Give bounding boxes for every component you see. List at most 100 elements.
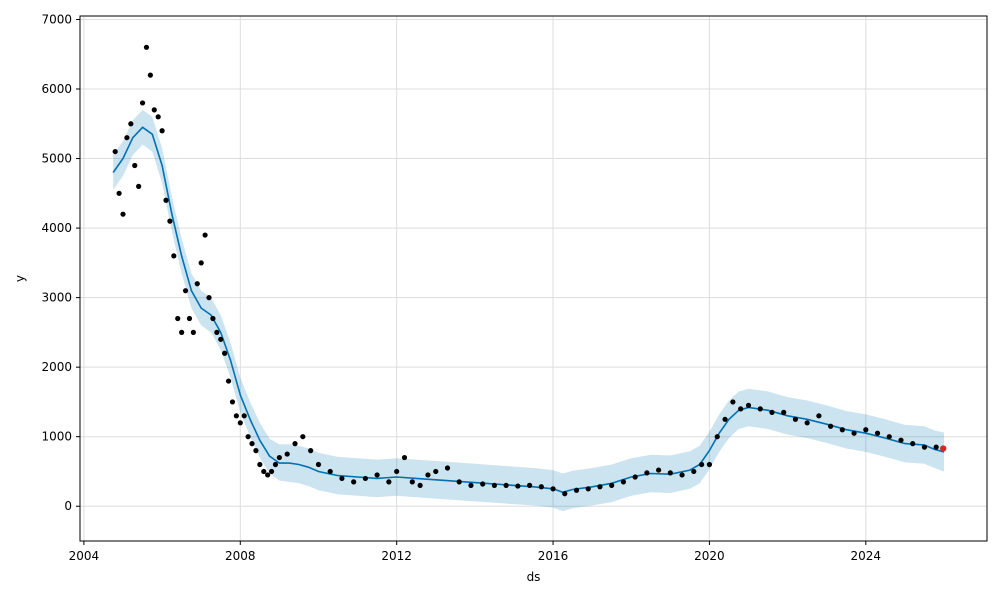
observed-point <box>272 461 279 468</box>
observed-point <box>362 475 368 482</box>
observed-point <box>276 454 282 461</box>
observed-point <box>112 148 118 155</box>
observed-point <box>394 468 400 475</box>
observed-point <box>155 114 161 120</box>
observed-point <box>182 288 189 294</box>
uncertainty-interval <box>113 109 944 512</box>
observed-point <box>245 434 251 440</box>
observed-point <box>198 260 204 266</box>
observed-point <box>468 482 474 488</box>
observed-point <box>233 413 239 419</box>
observed-point <box>143 44 150 50</box>
observed-point <box>691 468 697 475</box>
observed-point <box>179 329 185 335</box>
observed-point <box>409 479 415 485</box>
observed-point <box>550 486 556 492</box>
observed-point <box>620 479 627 485</box>
observed-point <box>229 399 236 405</box>
observed-point <box>401 454 408 461</box>
y-axis-label: y <box>13 275 27 282</box>
observed-point <box>921 444 928 450</box>
observed-point <box>597 484 603 490</box>
observed-point <box>225 378 232 384</box>
observed-point <box>136 183 142 189</box>
observed-point <box>585 486 591 492</box>
x-tick-label: 2012 <box>381 549 412 563</box>
observed-point <box>667 470 673 476</box>
observed-point <box>151 107 157 113</box>
observed-point <box>241 413 247 419</box>
observed-point <box>839 427 845 433</box>
observed-point <box>886 434 892 440</box>
x-tick-label: 2004 <box>69 549 100 563</box>
observed-point <box>139 100 146 106</box>
observed-point <box>491 482 498 488</box>
observed-point <box>292 441 298 447</box>
observed-point <box>644 470 650 476</box>
y-tick-label: 0 <box>64 499 72 513</box>
x-axis-ticks: 2004 2008 2012 2016 2020 2024 <box>69 541 881 563</box>
observed-point <box>202 232 208 238</box>
observed-point <box>206 295 212 301</box>
observed-point <box>261 468 267 475</box>
observed-point <box>249 441 255 447</box>
observed-point <box>433 468 439 475</box>
observed-point <box>218 336 224 342</box>
observed-point <box>792 416 799 422</box>
observed-point <box>417 482 423 488</box>
grid-lines <box>80 16 987 541</box>
observed-point <box>515 483 521 489</box>
observed-point <box>745 402 752 409</box>
observed-point <box>714 434 720 440</box>
observed-point <box>609 482 615 488</box>
x-tick-label: 2008 <box>225 549 256 563</box>
observed-point <box>632 474 638 480</box>
observed-point <box>699 461 705 468</box>
observed-point <box>874 430 881 436</box>
observed-point <box>175 315 181 322</box>
observed-point <box>167 218 173 224</box>
observed-point <box>757 406 763 412</box>
observed-point <box>214 329 220 335</box>
y-tick-label: 1000 <box>41 430 72 444</box>
x-axis-label: ds <box>527 570 541 584</box>
observed-point <box>190 329 196 335</box>
observed-point <box>374 472 380 478</box>
observed-point <box>300 434 306 440</box>
latest-point <box>940 445 947 452</box>
observed-point <box>456 479 462 485</box>
observed-point <box>538 484 544 490</box>
observed-point <box>257 461 263 468</box>
observed-point <box>163 197 169 203</box>
observed-point <box>284 451 290 457</box>
y-tick-label: 5000 <box>41 152 72 166</box>
observed-point <box>265 472 271 478</box>
observed-point <box>253 448 259 454</box>
observed-point <box>480 481 486 487</box>
observed-point <box>116 190 122 196</box>
observed-point <box>171 253 177 259</box>
observed-point <box>722 416 728 422</box>
observed-point <box>706 461 713 468</box>
observed-point <box>147 72 153 78</box>
y-tick-label: 6000 <box>41 82 72 96</box>
observed-point <box>573 487 580 493</box>
x-tick-label: 2024 <box>851 549 882 563</box>
y-axis-ticks: 0 1000 2000 3000 4000 5000 6000 7000 <box>41 12 80 513</box>
observed-point <box>268 468 275 475</box>
x-tick-label: 2016 <box>538 549 569 563</box>
observed-point <box>804 420 810 426</box>
observed-point <box>851 430 857 436</box>
observed-point <box>526 482 533 488</box>
observed-point <box>237 420 243 426</box>
observed-points <box>112 44 939 497</box>
observed-point <box>933 444 939 450</box>
forecast-line <box>112 126 945 494</box>
observed-point <box>863 427 869 433</box>
observed-point <box>124 135 130 141</box>
observed-point <box>159 128 165 134</box>
observed-point <box>386 479 392 485</box>
observed-point <box>308 448 314 454</box>
observed-point <box>128 121 134 127</box>
